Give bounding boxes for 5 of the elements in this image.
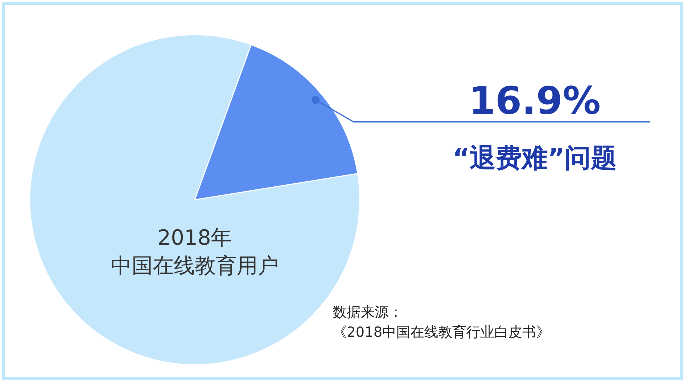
source-note: 数据来源： [333,304,404,323]
data-label: 16.9% [469,79,601,124]
slice-label: “退费难”问题 [452,144,618,174]
text: 《2018中国在线教育行业白皮书》 [333,324,551,343]
slice-label: 2018年中国在线教育用户 [111,226,279,278]
